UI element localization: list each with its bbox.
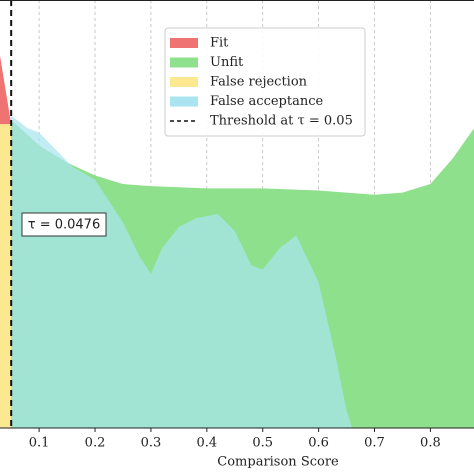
legend-swatch [170, 57, 198, 68]
legend-label: False acceptance [210, 94, 323, 109]
area [11, 115, 353, 428]
x-tick-label: 0.6 [308, 436, 329, 451]
x-tick-label: 0.8 [420, 436, 441, 451]
x-tick-label: 0.3 [141, 436, 162, 451]
x-tick-label: 0.2 [85, 436, 106, 451]
plot-area [0, 0, 474, 429]
legend-swatch [170, 77, 198, 87]
x-tick-label: 0.7 [364, 436, 385, 451]
x-tick-label: 0.5 [252, 436, 273, 451]
area [0, 124, 12, 429]
annotation-box [21, 212, 107, 237]
x-tick-label: 0.1 [29, 436, 50, 451]
legend-label: Threshold at τ = 0.05 [210, 114, 353, 129]
legend-box [164, 27, 366, 137]
legend-label: Unfit [210, 55, 244, 70]
x-tick-label: 0.4 [196, 436, 217, 451]
legend-swatch [170, 96, 198, 107]
x-axis-label: Comparison Score [217, 455, 339, 470]
annotation: τ = 0.0476 [28, 218, 100, 233]
legend-label: False rejection [210, 75, 308, 90]
legend-swatch [170, 38, 198, 48]
legend-label: Fit [210, 36, 229, 51]
